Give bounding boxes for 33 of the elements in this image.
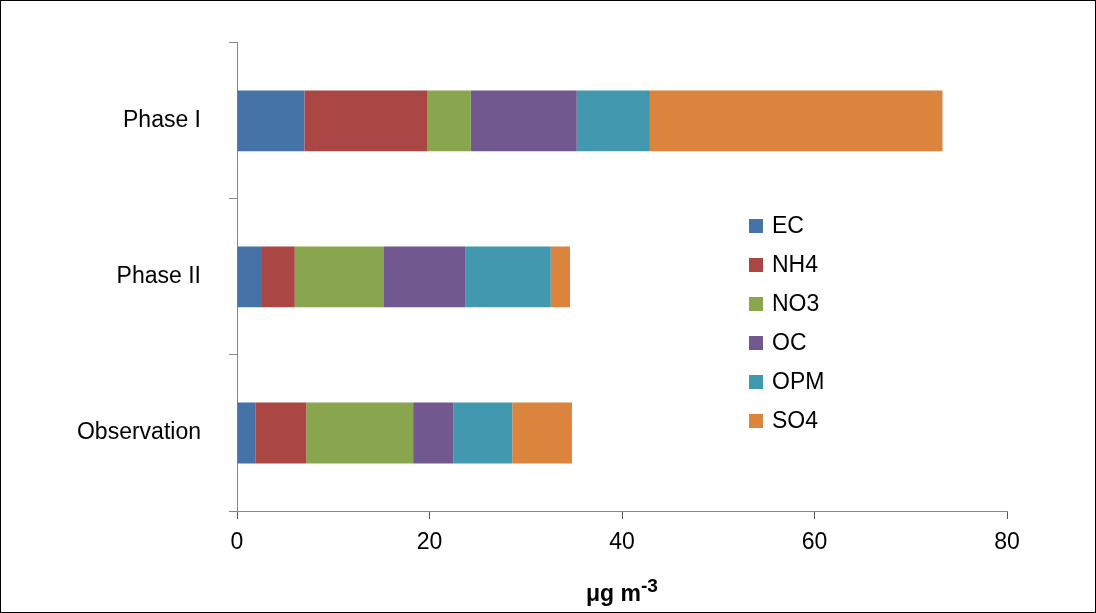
x-tick-label: 40 [609,528,635,555]
bar [576,90,650,152]
bar [512,402,572,464]
bar [413,402,454,464]
x-axis-title: μg m$^{-3}$ [585,575,659,607]
bar [470,90,577,152]
bar [237,402,256,464]
bar [465,246,551,308]
bar [550,246,571,308]
bar [304,90,428,152]
bar [453,402,513,464]
bar [649,90,943,152]
bar [255,402,307,464]
legend-label: NH4 [772,251,819,278]
bar [237,90,305,152]
legend-label: NO3 [772,290,820,317]
y-tick-label: Phase I [123,106,201,133]
y-tick-label: Observation [76,418,201,445]
legend-label: OC [772,329,807,356]
bar [306,402,414,464]
legend-label: EC [772,212,804,239]
bar [237,246,262,308]
x-tick-label: 0 [230,528,244,555]
bar [427,90,471,152]
legend-label: SO4 [772,407,819,434]
bar [383,246,466,308]
legend-label: OPM [772,368,825,395]
x-tick-label: 80 [994,528,1020,555]
bar [261,246,295,308]
y-tick-label: Phase II [116,262,201,289]
bar [294,246,384,308]
x-tick-label: 60 [801,528,828,555]
x-tick-label: 20 [416,528,443,555]
